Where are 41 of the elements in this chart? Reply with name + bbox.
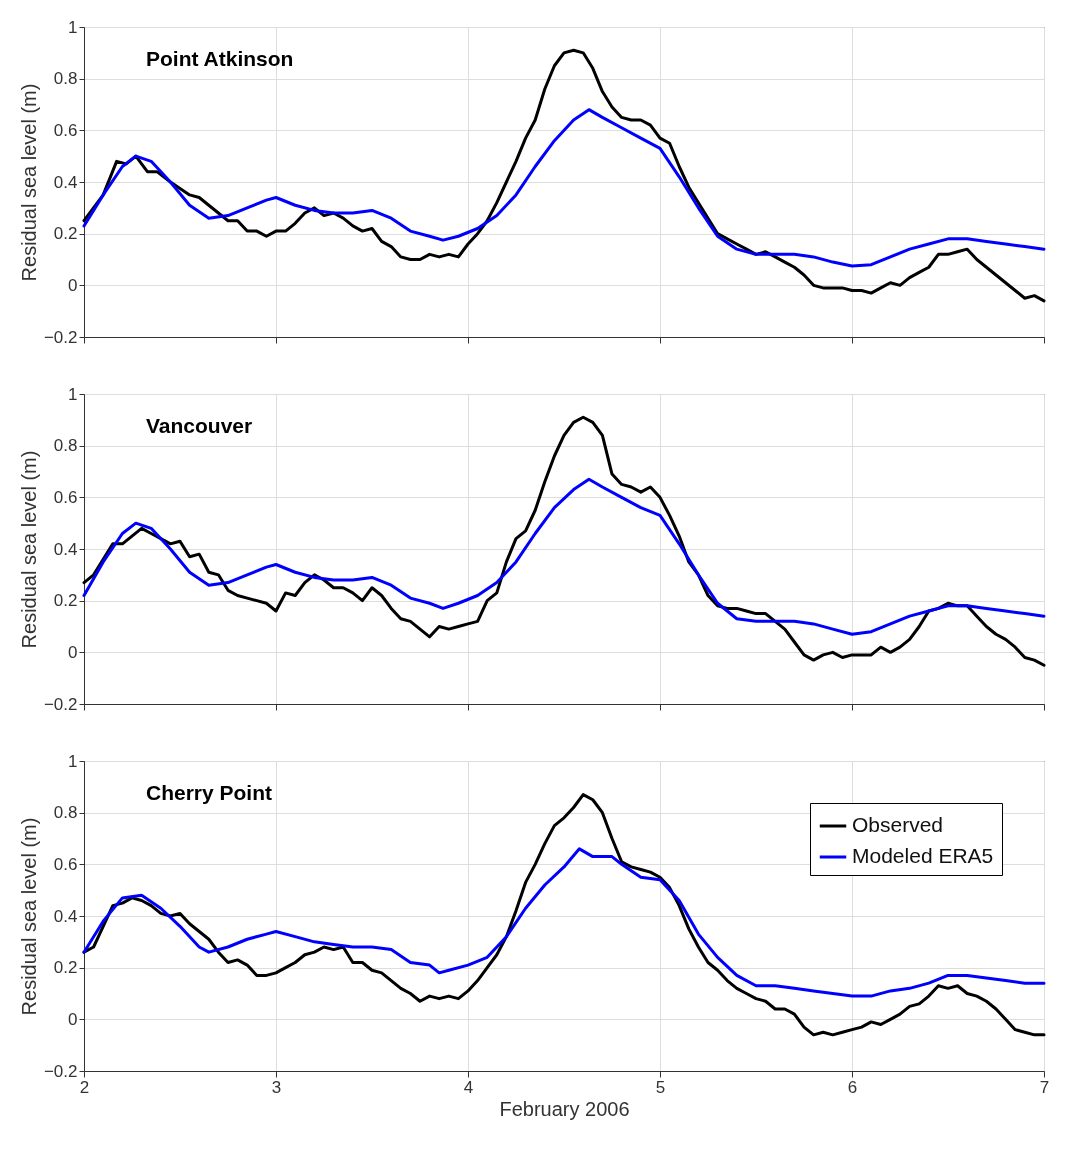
line-series xyxy=(82,415,1046,667)
y-tick-label: 1 xyxy=(68,17,78,37)
line-series xyxy=(82,477,1046,636)
y-tick-label: 1 xyxy=(68,384,78,404)
y-tick-label: 0 xyxy=(68,642,78,662)
y-axis-title: Residual sea level (m) xyxy=(17,817,40,1016)
x-tick-label: 3 xyxy=(271,1077,282,1097)
y-tick-label: −0.2 xyxy=(43,1061,78,1081)
y-tick-label: 0.6 xyxy=(53,487,78,507)
y-tick-label: 0.2 xyxy=(53,224,78,244)
y-tick-label: 0 xyxy=(68,275,78,295)
y-tick-label: 0.6 xyxy=(53,854,78,874)
y-axis-title: Residual sea level (m) xyxy=(17,83,40,282)
y-tick-label: 0.6 xyxy=(53,120,78,140)
y-tick-label: 0.4 xyxy=(53,172,78,192)
x-axis-title: February 2006 xyxy=(499,1097,630,1120)
line-series xyxy=(82,48,1046,303)
text: Vancouver xyxy=(146,414,253,437)
text: Point Atkinson xyxy=(146,47,294,70)
y-tick-label: 0.4 xyxy=(53,906,78,926)
y-tick-label: 0.8 xyxy=(53,69,78,89)
y-tick-label: 0 xyxy=(68,1009,78,1029)
x-tick-label: 6 xyxy=(847,1077,858,1097)
legend-label: Observed xyxy=(852,813,944,836)
text: Cherry Point xyxy=(146,781,273,804)
y-tick-label: −0.2 xyxy=(43,327,78,347)
line-series xyxy=(82,847,1046,998)
y-tick-label: 0.8 xyxy=(53,436,78,456)
y-tick-label: 1 xyxy=(68,751,78,771)
y-tick-label: 0.8 xyxy=(53,803,78,823)
y-tick-label: 0.2 xyxy=(53,958,78,978)
line-series xyxy=(82,108,1046,268)
y-tick-label: −0.2 xyxy=(43,694,78,714)
x-tick-label: 2 xyxy=(79,1077,90,1097)
x-tick-label: 4 xyxy=(463,1077,474,1097)
y-tick-label: 0.4 xyxy=(53,539,78,559)
y-axis-title: Residual sea level (m) xyxy=(17,450,40,649)
legend-label: Modeled ERA5 xyxy=(852,844,994,867)
x-tick-label: 5 xyxy=(655,1077,666,1097)
y-tick-label: 0.2 xyxy=(53,591,78,611)
x-tick-label: 7 xyxy=(1039,1077,1050,1097)
